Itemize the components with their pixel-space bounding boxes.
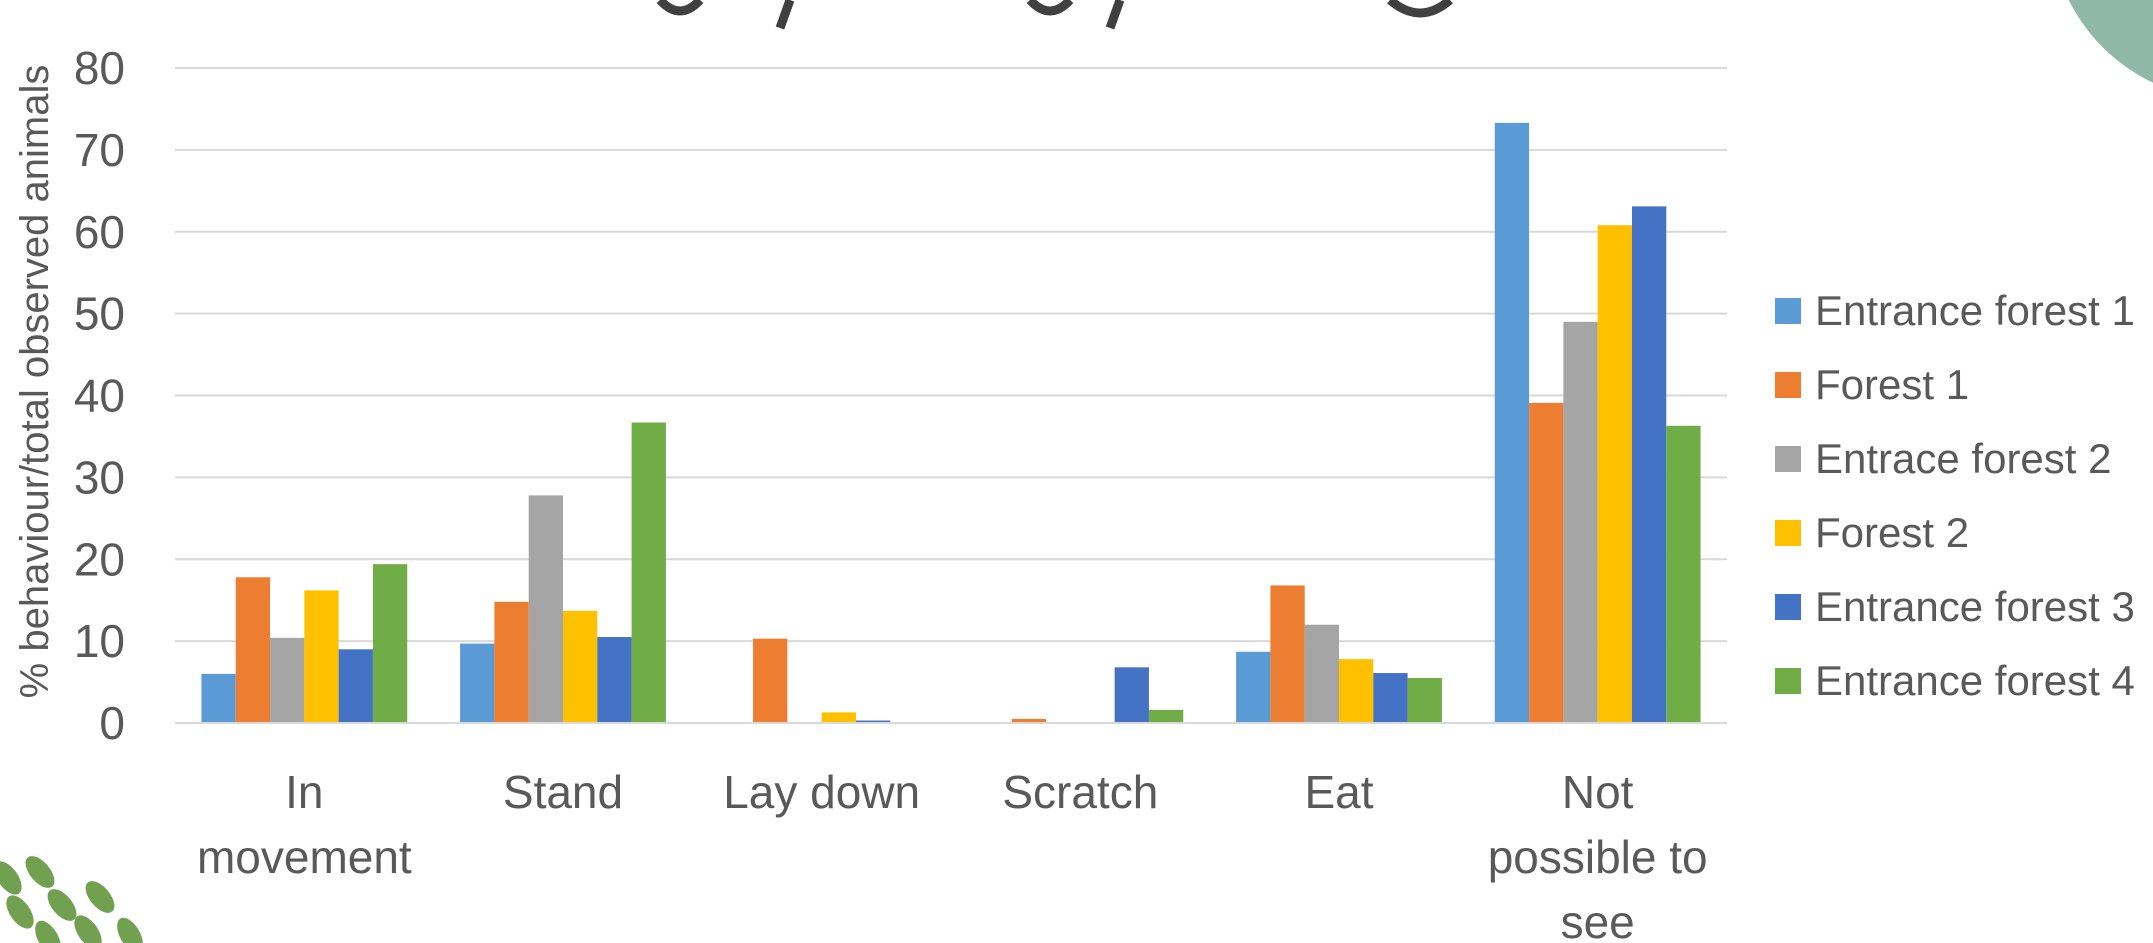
leaf-decoration xyxy=(0,861,22,895)
x-category-label: Eat xyxy=(1304,766,1373,818)
bar xyxy=(753,638,788,723)
x-category-label: movement xyxy=(197,831,412,883)
leaf-decoration xyxy=(47,889,77,921)
y-tick-label: 50 xyxy=(74,288,125,340)
leaf-decoration xyxy=(74,915,102,943)
x-axis-categories: In movement Stand Lay down Scratch Eat Not poss… xyxy=(197,766,1708,943)
title-glyph-fragment xyxy=(1026,0,1074,16)
legend-entry-label: Entrance forest 3 xyxy=(1815,583,2135,630)
bar xyxy=(631,422,666,723)
legend-swatch xyxy=(1775,520,1801,546)
x-category-label: Lay down xyxy=(723,766,920,818)
bar xyxy=(338,649,373,723)
y-tick-label: 70 xyxy=(74,124,125,176)
x-category-label: possible to xyxy=(1488,831,1708,883)
y-tick-label: 40 xyxy=(74,370,125,422)
bar xyxy=(1666,425,1701,723)
y-tick-label: 80 xyxy=(74,42,125,94)
legend-swatch xyxy=(1775,446,1801,472)
bar xyxy=(1529,402,1564,723)
bar xyxy=(1236,651,1271,723)
bar xyxy=(855,720,891,723)
bar xyxy=(494,601,529,723)
leaf-decoration xyxy=(117,917,143,943)
y-tick-label: 30 xyxy=(74,451,125,503)
x-category-label: In xyxy=(285,766,323,818)
legend-swatch xyxy=(1775,668,1801,694)
y-tick-label: 60 xyxy=(74,206,125,258)
bar xyxy=(1407,677,1442,723)
bar xyxy=(563,610,598,723)
bar xyxy=(1148,709,1184,723)
bar xyxy=(270,637,305,723)
legend-swatch xyxy=(1775,372,1801,398)
bar xyxy=(528,495,563,723)
bar xyxy=(821,712,856,723)
x-category-label: Scratch xyxy=(1002,766,1158,818)
leaf-decoration xyxy=(25,856,55,888)
gridlines xyxy=(175,67,1727,643)
legend-entry-label: Forest 2 xyxy=(1815,509,1969,556)
x-category-label: see xyxy=(1561,896,1635,943)
bar xyxy=(1631,206,1667,723)
y-axis-label: % behaviour/total observed animals xyxy=(13,65,57,699)
title-glyph-fragment xyxy=(1387,0,1453,18)
bar xyxy=(1339,659,1374,723)
bar xyxy=(1114,667,1149,723)
title-glyph-fragment xyxy=(656,0,704,16)
bar xyxy=(1494,122,1530,723)
legend-swatch xyxy=(1775,594,1801,620)
bar xyxy=(1270,585,1305,723)
leaf-decoration xyxy=(35,920,61,943)
bar xyxy=(1563,321,1598,723)
bar xyxy=(1597,225,1632,723)
x-category-label: Stand xyxy=(503,766,623,818)
bar xyxy=(235,577,271,723)
bar xyxy=(372,564,408,723)
bar xyxy=(597,637,632,723)
legend-entry-label: Entrace forest 2 xyxy=(1815,435,2111,482)
legend[interactable]: Entrance forest 1 Forest 1 Entrace forest … xyxy=(1775,287,2135,704)
chart-title-fragment xyxy=(656,0,1453,30)
leaf-decoration xyxy=(85,881,115,913)
bar xyxy=(201,673,236,723)
legend-entry-label: Entrance forest 4 xyxy=(1815,657,2135,704)
corner-circle-decoration xyxy=(2068,0,2153,83)
bar xyxy=(1373,673,1408,723)
legend-swatch xyxy=(1775,298,1801,324)
bars xyxy=(201,122,1701,723)
title-glyph-fragment xyxy=(1105,0,1125,30)
x-category-label: Not xyxy=(1562,766,1634,818)
title-glyph-fragment xyxy=(775,0,795,30)
bar xyxy=(1304,624,1339,723)
y-tick-label: 10 xyxy=(74,615,125,667)
bar xyxy=(1011,718,1047,723)
y-tick-label: 20 xyxy=(74,533,125,585)
bar xyxy=(460,643,495,723)
y-axis-ticks: 0 10 20 30 40 50 60 70 80 xyxy=(74,42,125,749)
legend-entry-label: Forest 1 xyxy=(1815,361,1969,408)
legend-entry-label: Entrance forest 1 xyxy=(1815,287,2135,334)
y-tick-label: 0 xyxy=(99,697,125,749)
bar xyxy=(304,590,339,723)
leaf-decoration xyxy=(6,895,34,929)
